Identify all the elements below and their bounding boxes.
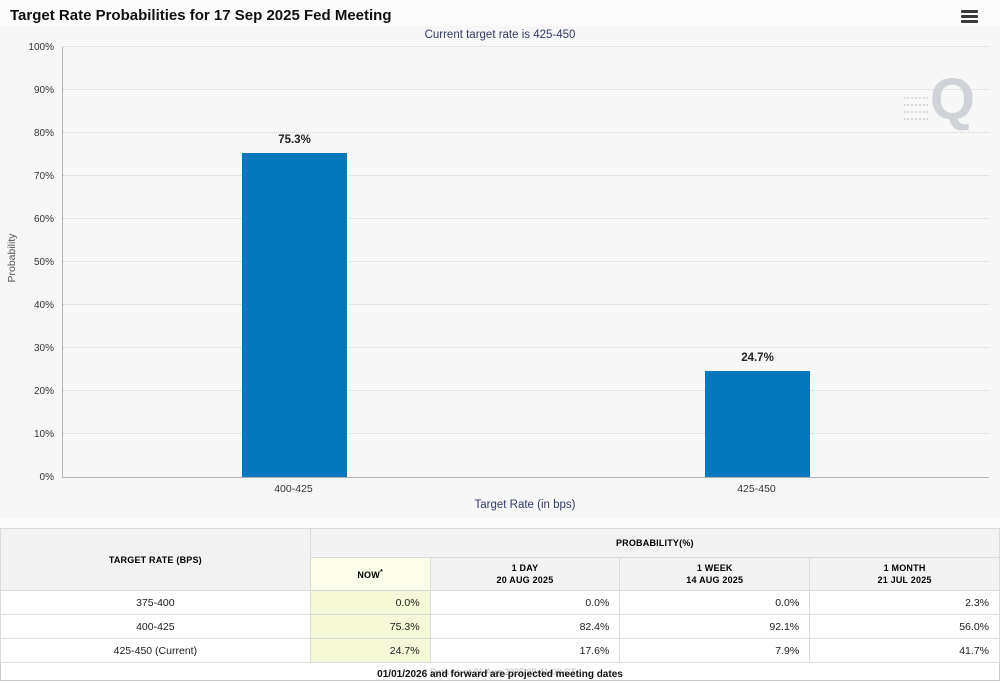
page-title: Target Rate Probabilities for 17 Sep 202… xyxy=(10,7,392,24)
1day-probability-cell: 0.0% xyxy=(429,590,621,615)
table-row: 375-400 0.0% 0.0% 0.0% 2.3% xyxy=(0,590,1000,615)
bar-value-label: 24.7% xyxy=(741,351,774,364)
now-probability-cell: 0.0% xyxy=(309,590,431,615)
y-axis-tick-label: 60% xyxy=(33,214,54,225)
y-axis-tick-label: 40% xyxy=(33,300,54,311)
gridline xyxy=(63,132,989,133)
q-logo-icon: Q xyxy=(929,67,975,132)
watermark-dashes xyxy=(903,97,928,125)
col-header-1month: 1 MONTH 21 JUL 2025 xyxy=(809,557,1000,591)
projected-dates-note: 01/01/2026 and forward are projected mee… xyxy=(377,669,623,680)
menu-line xyxy=(961,15,978,18)
probability-table: TARGET RATE (BPS) PROBABILITY(%) NOW* 1 … xyxy=(0,528,1000,681)
hamburger-menu-icon[interactable] xyxy=(961,10,978,25)
x-axis-title: Target Rate (in bps) xyxy=(474,499,576,511)
1week-probability-cell: 92.1% xyxy=(619,614,811,639)
gridline xyxy=(63,46,989,47)
gridline xyxy=(63,175,989,176)
col-header-now: NOW* xyxy=(309,557,431,591)
menu-line xyxy=(961,20,978,23)
chart-subtitle: Current target rate is 425-450 xyxy=(424,29,576,41)
data-asof-footnote: * Data as of 21 Aug 2025 09:41:08 CT xyxy=(0,662,1000,681)
gridline xyxy=(63,89,989,90)
quikstrike-watermark: Q xyxy=(903,71,975,129)
y-axis-tick-label: 30% xyxy=(33,343,54,354)
y-axis-labels: 0% 10% 20% 30% 40% 50% 60% 70% 80% 90% 100% xyxy=(0,42,58,483)
1month-probability-cell: 56.0% xyxy=(809,614,1000,639)
y-axis-tick-label: 20% xyxy=(33,386,54,397)
y-axis-tick-label: 80% xyxy=(33,128,54,139)
y-axis-tick-label: 0% xyxy=(39,472,54,483)
x-axis-tick-label: 400-425 xyxy=(274,483,313,495)
col-header-probability: PROBABILITY(%) xyxy=(309,528,1000,558)
gridline xyxy=(63,218,989,219)
col-header-1day: 1 DAY 20 AUG 2025 xyxy=(429,557,621,591)
now-probability-cell: 24.7% xyxy=(309,638,431,663)
1month-probability-cell: 2.3% xyxy=(809,590,1000,615)
bar-400-425[interactable] xyxy=(242,153,347,477)
table-row: 425-450 (Current) 24.7% 17.6% 7.9% 41.7% xyxy=(0,638,1000,663)
plot-area: Q 75.3% 24.7% xyxy=(62,46,989,478)
1week-probability-cell: 0.0% xyxy=(619,590,811,615)
1month-probability-cell: 41.7% xyxy=(809,638,1000,663)
table-footnote-row: * Data as of 21 Aug 2025 09:41:08 CT xyxy=(0,662,1000,681)
gridline xyxy=(63,347,989,348)
y-axis-tick-label: 10% xyxy=(33,429,54,440)
x-axis-tick-label: 425-450 xyxy=(737,483,776,495)
bar-425-450[interactable] xyxy=(705,370,810,477)
now-probability-cell: 75.3% xyxy=(309,614,431,639)
probability-table-section: TARGET RATE (BPS) PROBABILITY(%) NOW* 1 … xyxy=(0,528,1000,681)
y-axis-tick-label: 100% xyxy=(28,42,54,53)
col-header-1week: 1 WEEK 14 AUG 2025 xyxy=(619,557,811,591)
gridline xyxy=(63,390,989,391)
target-rate-cell: 425-450 (Current) xyxy=(0,638,311,663)
bar-value-label: 75.3% xyxy=(278,134,311,147)
target-rate-cell: 375-400 xyxy=(0,590,311,615)
table-row: 400-425 75.3% 82.4% 92.1% 56.0% xyxy=(0,614,1000,639)
target-rate-cell: 400-425 xyxy=(0,614,311,639)
1day-probability-cell: 17.6% xyxy=(429,638,621,663)
gridline xyxy=(63,304,989,305)
y-axis-tick-label: 90% xyxy=(33,85,54,96)
1day-probability-cell: 82.4% xyxy=(429,614,621,639)
y-axis-tick-label: 70% xyxy=(33,171,54,182)
gridline xyxy=(63,433,989,434)
probability-chart: Current target rate is 425-450 Probabili… xyxy=(0,26,1000,518)
gridline xyxy=(63,261,989,262)
menu-line xyxy=(961,10,978,13)
x-axis-labels: 400-425 425-450 xyxy=(62,483,988,497)
y-axis-tick-label: 50% xyxy=(33,257,54,268)
1week-probability-cell: 7.9% xyxy=(619,638,811,663)
col-header-target-rate: TARGET RATE (BPS) xyxy=(0,528,311,591)
